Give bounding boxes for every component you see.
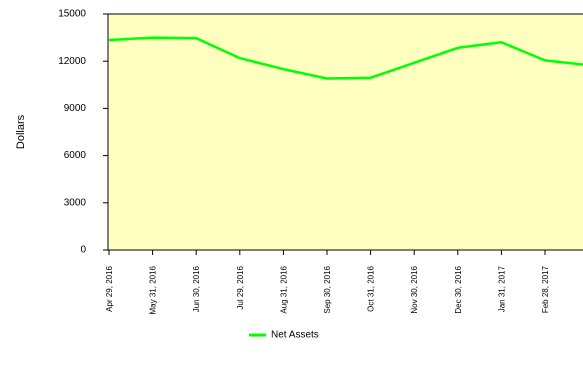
x-tick-label: Jun 30, 2016: [192, 265, 201, 312]
legend: Net Assets: [249, 330, 319, 341]
y-tick-label: 9000: [64, 103, 87, 114]
legend-label: Net Assets: [271, 330, 319, 341]
x-tick-label: Sep 30, 2016: [323, 265, 332, 313]
y-tick-label: 6000: [64, 150, 87, 161]
x-tick-label: Feb 28, 2017: [541, 265, 550, 313]
series-line-net-assets: [108, 36, 583, 80]
y-axis: 0 3000 6000 9000 12000 15000: [58, 9, 108, 256]
x-axis: Apr 29, 2016 May 31, 2016 Jun 30, 2016 Jul …: [105, 250, 550, 314]
x-tick-label: Jul 29, 2016: [236, 265, 245, 309]
y-tick-label: 3000: [64, 197, 87, 208]
x-tick-label: Jan 31, 2017: [497, 265, 506, 312]
y-tick-label: 15000: [58, 9, 86, 20]
x-tick-label: May 31, 2016: [149, 265, 158, 314]
y-tick-label: 12000: [58, 56, 86, 67]
x-tick-label: Apr 29, 2016: [105, 265, 114, 311]
x-tick-label: Dec 30, 2016: [454, 265, 463, 313]
y-axis-title: Dollars: [15, 114, 27, 149]
x-tick-label: Aug 31, 2016: [279, 265, 288, 313]
plot-area: [107, 13, 583, 251]
x-tick-label: Nov 30, 2016: [410, 265, 419, 313]
x-tick-label: Oct 31, 2016: [367, 265, 376, 311]
y-tick-label: 0: [80, 245, 86, 256]
series-layer: [108, 36, 583, 80]
